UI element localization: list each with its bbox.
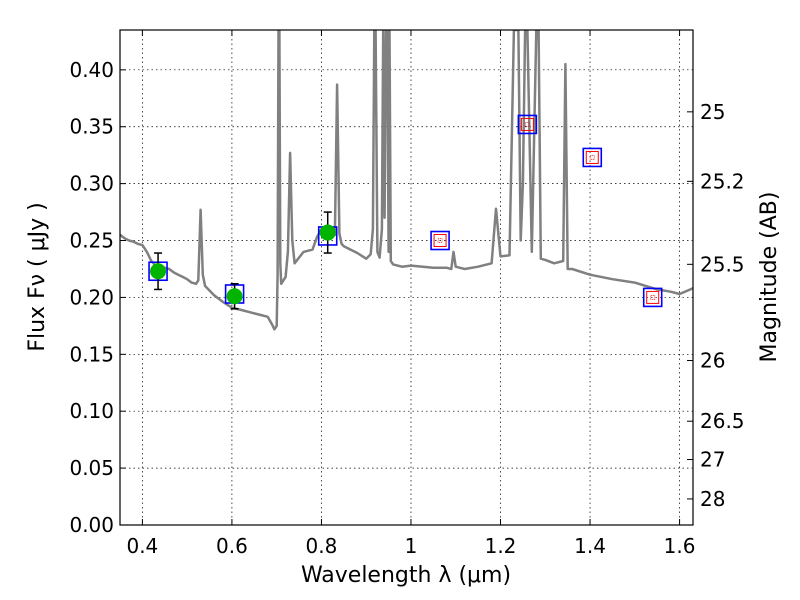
upper-limit-center bbox=[524, 122, 530, 127]
sed-model-line bbox=[120, 30, 693, 331]
ticks: 0.4 0.6 0.8 1 1.2 1.4 1.6 0.00 0.05 0.10 0.15 0.20 0… bbox=[69, 30, 745, 558]
x-axis-label: Wavelength λ (μm) bbox=[301, 563, 511, 588]
mag-tick-label: 25 bbox=[700, 100, 725, 124]
mag-tick-label: 25.2 bbox=[700, 169, 745, 193]
upper-limit-center bbox=[650, 295, 656, 300]
y-tick-label: 0.10 bbox=[69, 399, 114, 423]
mag-tick-label: 26 bbox=[700, 349, 725, 373]
mag-tick-label: 27 bbox=[700, 448, 725, 472]
observed-point bbox=[150, 263, 167, 280]
y-tick-label: 0.35 bbox=[69, 115, 114, 139]
marker-layer bbox=[148, 114, 663, 310]
model-photometry-square bbox=[582, 147, 603, 168]
y-tick-label: 0.20 bbox=[69, 285, 114, 309]
plot-background bbox=[120, 30, 693, 525]
model-photometry-square bbox=[642, 287, 663, 308]
model-photometry-square bbox=[517, 114, 538, 135]
upper-limit-center bbox=[589, 155, 595, 160]
x-tick-label: 0.8 bbox=[306, 534, 338, 558]
x-tick-label: 0.4 bbox=[126, 534, 158, 558]
upper-limit-square bbox=[646, 290, 660, 304]
x-tick-label: 0.6 bbox=[216, 534, 248, 558]
upper-limit-square bbox=[433, 234, 447, 248]
y-tick-label: 0.00 bbox=[69, 513, 114, 537]
y-tick-label: 0.30 bbox=[69, 172, 114, 196]
x-tick-label: 1.2 bbox=[485, 534, 517, 558]
upper-limit-square bbox=[585, 150, 599, 164]
y2-axis-label: Magnitude (AB) bbox=[757, 192, 782, 363]
y-tick-label: 0.15 bbox=[69, 342, 114, 366]
x-tick-label: 1.6 bbox=[664, 534, 696, 558]
mag-tick-label: 26.5 bbox=[700, 409, 745, 433]
model-photometry-square bbox=[430, 230, 450, 251]
mag-tick-label: 25.5 bbox=[700, 252, 745, 276]
plot-frame bbox=[119, 29, 694, 526]
x-tick-label: 1 bbox=[405, 534, 418, 558]
upper-limit-center bbox=[437, 238, 443, 243]
y-axis-label: Flux Fν ( μJy ) bbox=[25, 202, 50, 351]
observed-point bbox=[319, 224, 336, 241]
x-tick-label: 1.4 bbox=[574, 534, 606, 558]
y-tick-label: 0.05 bbox=[69, 456, 114, 480]
observed-point bbox=[226, 288, 243, 305]
sed-curve-layer bbox=[120, 30, 693, 331]
mag-tick-label: 28 bbox=[700, 487, 725, 511]
y-tick-label: 0.25 bbox=[69, 229, 114, 253]
upper-limit-square bbox=[520, 117, 534, 131]
y-tick-label: 0.40 bbox=[69, 58, 114, 82]
